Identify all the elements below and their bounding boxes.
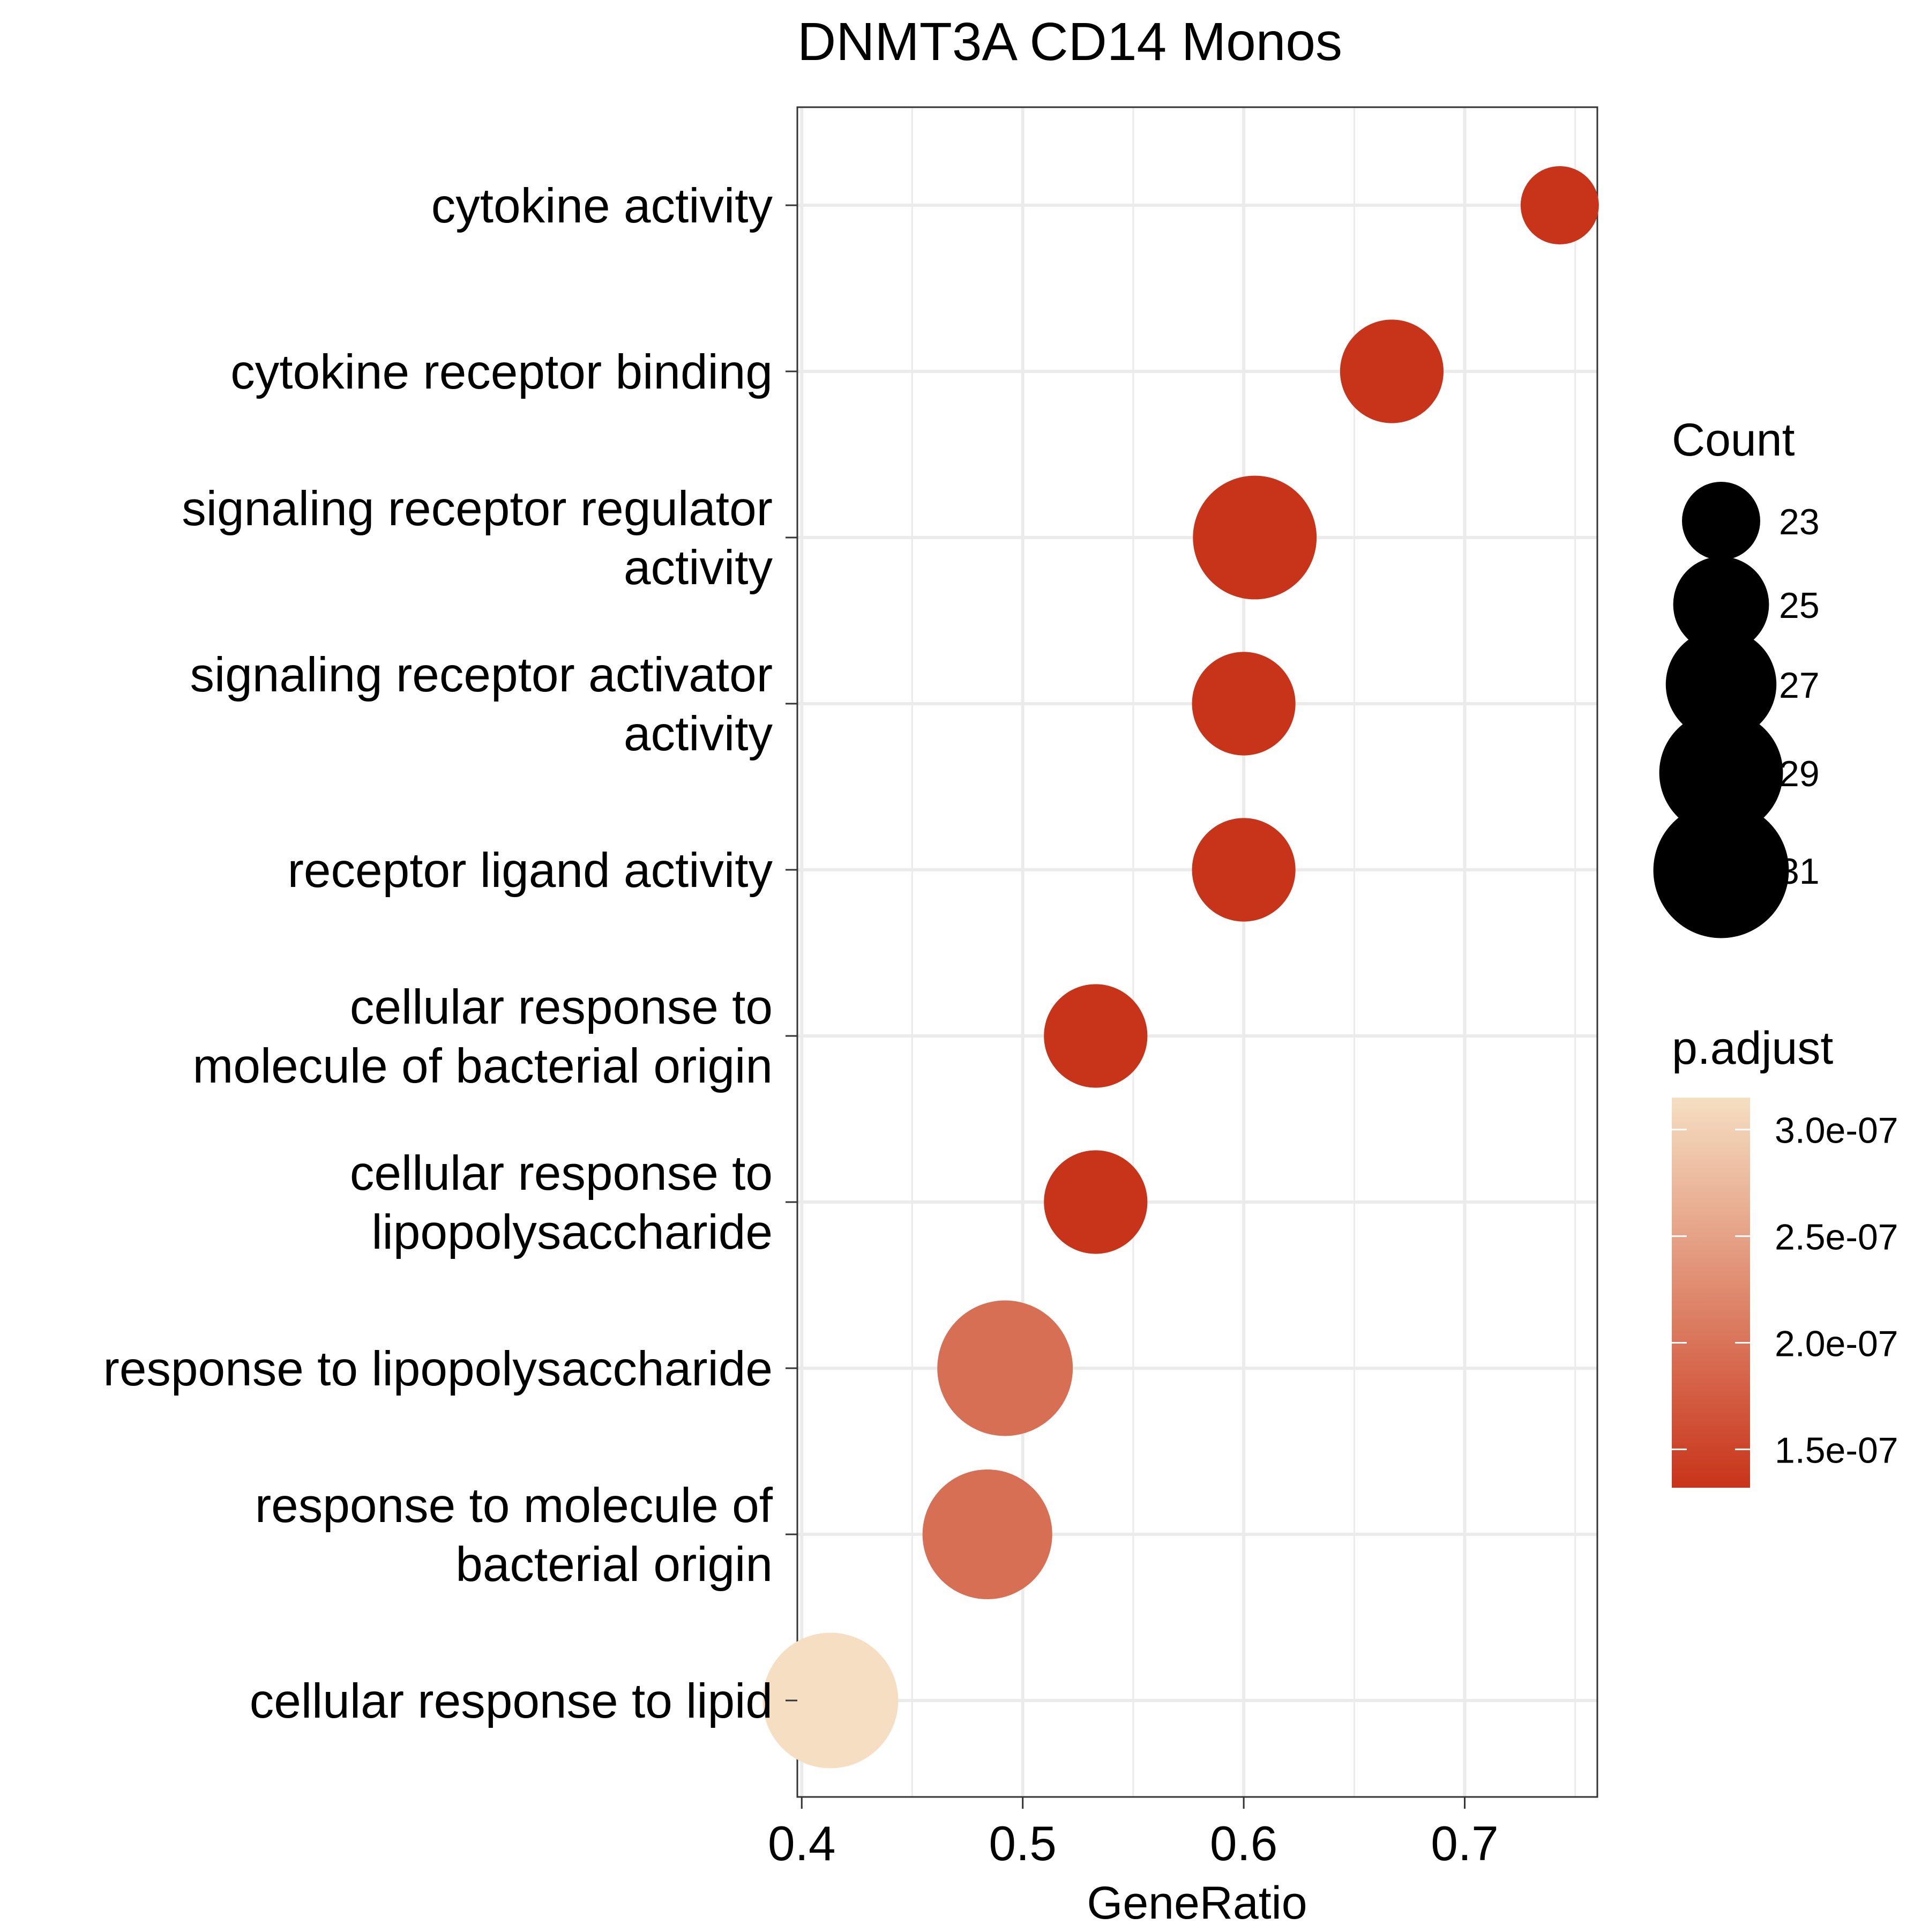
y-axis-tick-label: cytokine receptor binding [230, 345, 773, 399]
size-legend: Count 23 25 27 29 31 [1653, 414, 1820, 938]
y-axis-tick-label: cellular response to lipid [250, 1674, 773, 1728]
data-point [762, 1632, 899, 1769]
colorbar-label: 2.5e-07 [1775, 1217, 1898, 1258]
x-axis-tick-label: 0.6 [1210, 1817, 1278, 1871]
data-point [1340, 319, 1444, 423]
size-legend-key [1682, 482, 1760, 560]
y-axis-tick-label: cytokine activity [431, 179, 773, 233]
data-point [1520, 166, 1599, 244]
data-point [937, 1300, 1073, 1436]
color-legend: p.adjust 3.0e-07 2.5e-07 2.0e-07 1.5e-07 [1672, 1023, 1898, 1488]
y-axis-tick-label: signaling receptor regulator activity [182, 482, 773, 595]
x-axis-tick-label: 0.4 [768, 1817, 836, 1871]
size-legend-label: 27 [1779, 665, 1820, 706]
y-axis-tick-label: receptor ligand activity [288, 844, 773, 898]
x-axis-tick-label: 0.5 [989, 1817, 1057, 1871]
grid-layer [797, 107, 1597, 1797]
data-point [1193, 475, 1317, 600]
x-axis-tick-label: 0.7 [1431, 1817, 1499, 1871]
data-point [1044, 1150, 1148, 1254]
chart-title: DNMT3A CD14 Monos [797, 12, 1342, 72]
data-point [922, 1469, 1052, 1600]
y-axis-tick-label: response to molecule of bacterial origin [255, 1479, 773, 1592]
size-legend-key [1653, 802, 1789, 938]
y-axis-tick-label: cellular response to lipopolysaccharide [350, 1146, 773, 1259]
size-legend-label: 31 [1779, 851, 1820, 892]
size-legend-label: 25 [1779, 585, 1820, 626]
size-legend-key [1659, 711, 1783, 835]
colorbar-label: 1.5e-07 [1775, 1430, 1898, 1471]
panel-border [796, 106, 1598, 1798]
data-point [1192, 818, 1296, 922]
colorbar-label: 2.0e-07 [1775, 1323, 1898, 1364]
color-legend-title: p.adjust [1672, 1023, 1833, 1074]
y-axis: cytokine activity cytokine receptor bindi… [103, 179, 797, 1728]
y-axis-tick-label: cellular response to molecule of bacteria… [193, 980, 773, 1093]
size-legend-key [1673, 556, 1769, 653]
size-legend-key [1665, 629, 1777, 740]
points-layer [762, 166, 1599, 1769]
size-legend-title: Count [1672, 414, 1795, 466]
x-axis-title: GeneRatio [1087, 1877, 1307, 1929]
y-axis-tick-label: signaling receptor activator activity [190, 648, 773, 761]
colorbar [1672, 1098, 1750, 1488]
size-legend-label: 23 [1779, 502, 1820, 542]
x-axis: 0.4 0.5 0.6 0.7 [768, 1797, 1499, 1871]
y-axis-tick-label: response to lipopolysaccharide [103, 1342, 773, 1396]
data-point [1044, 984, 1148, 1088]
colorbar-label: 3.0e-07 [1775, 1110, 1898, 1151]
data-point [1192, 652, 1296, 756]
size-legend-label: 29 [1779, 754, 1820, 794]
